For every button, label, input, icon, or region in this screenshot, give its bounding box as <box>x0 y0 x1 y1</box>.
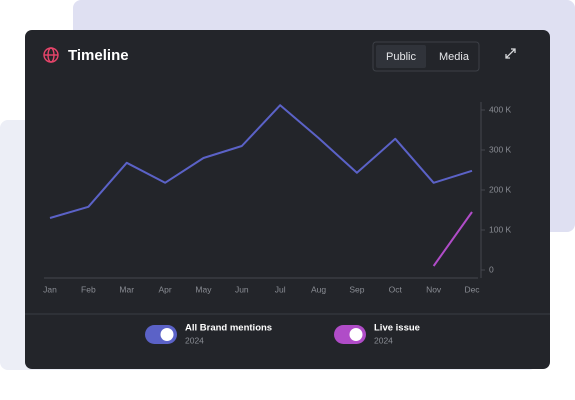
y-tick-label: 400 K <box>489 104 512 114</box>
x-tick-label: Mar <box>119 284 134 294</box>
x-tick-label: Jul <box>275 284 286 294</box>
x-tick-label: May <box>195 284 212 294</box>
y-tick-label: 200 K <box>489 184 512 194</box>
toggle-active <box>376 45 426 68</box>
legend-subtitle: 2024 <box>374 335 393 345</box>
x-tick-label: Apr <box>158 284 171 294</box>
card <box>25 30 550 369</box>
x-tick-label: Aug <box>311 284 326 294</box>
x-tick-label: Nov <box>426 284 442 294</box>
x-tick-label: Dec <box>464 284 480 294</box>
x-tick-label: Sep <box>349 284 364 294</box>
globe-icon <box>43 47 59 63</box>
chart-title: Timeline <box>68 47 129 64</box>
toggle-button[interactable]: Media <box>439 51 470 63</box>
legend-subtitle: 2024 <box>185 335 204 345</box>
x-tick-label: Jun <box>235 284 249 294</box>
x-tick-label: Oct <box>389 284 403 294</box>
x-tick-label: Jan <box>43 284 57 294</box>
y-tick-label: 0 <box>489 264 494 274</box>
series-line <box>432 211 473 267</box>
legend-label: All Brand mentions <box>185 323 272 334</box>
legend-toggle-knob <box>160 328 174 341</box>
expand-button[interactable] <box>505 48 516 59</box>
legend-toggle-knob <box>349 328 363 341</box>
y-tick-label: 300 K <box>489 144 512 154</box>
y-tick-label: 100 K <box>489 224 512 234</box>
toggle-button[interactable]: Public <box>386 51 416 63</box>
toggle-group <box>372 41 480 72</box>
x-tick-label: Feb <box>81 284 96 294</box>
series-line <box>49 104 473 219</box>
legend-label: Live issue <box>374 323 420 334</box>
